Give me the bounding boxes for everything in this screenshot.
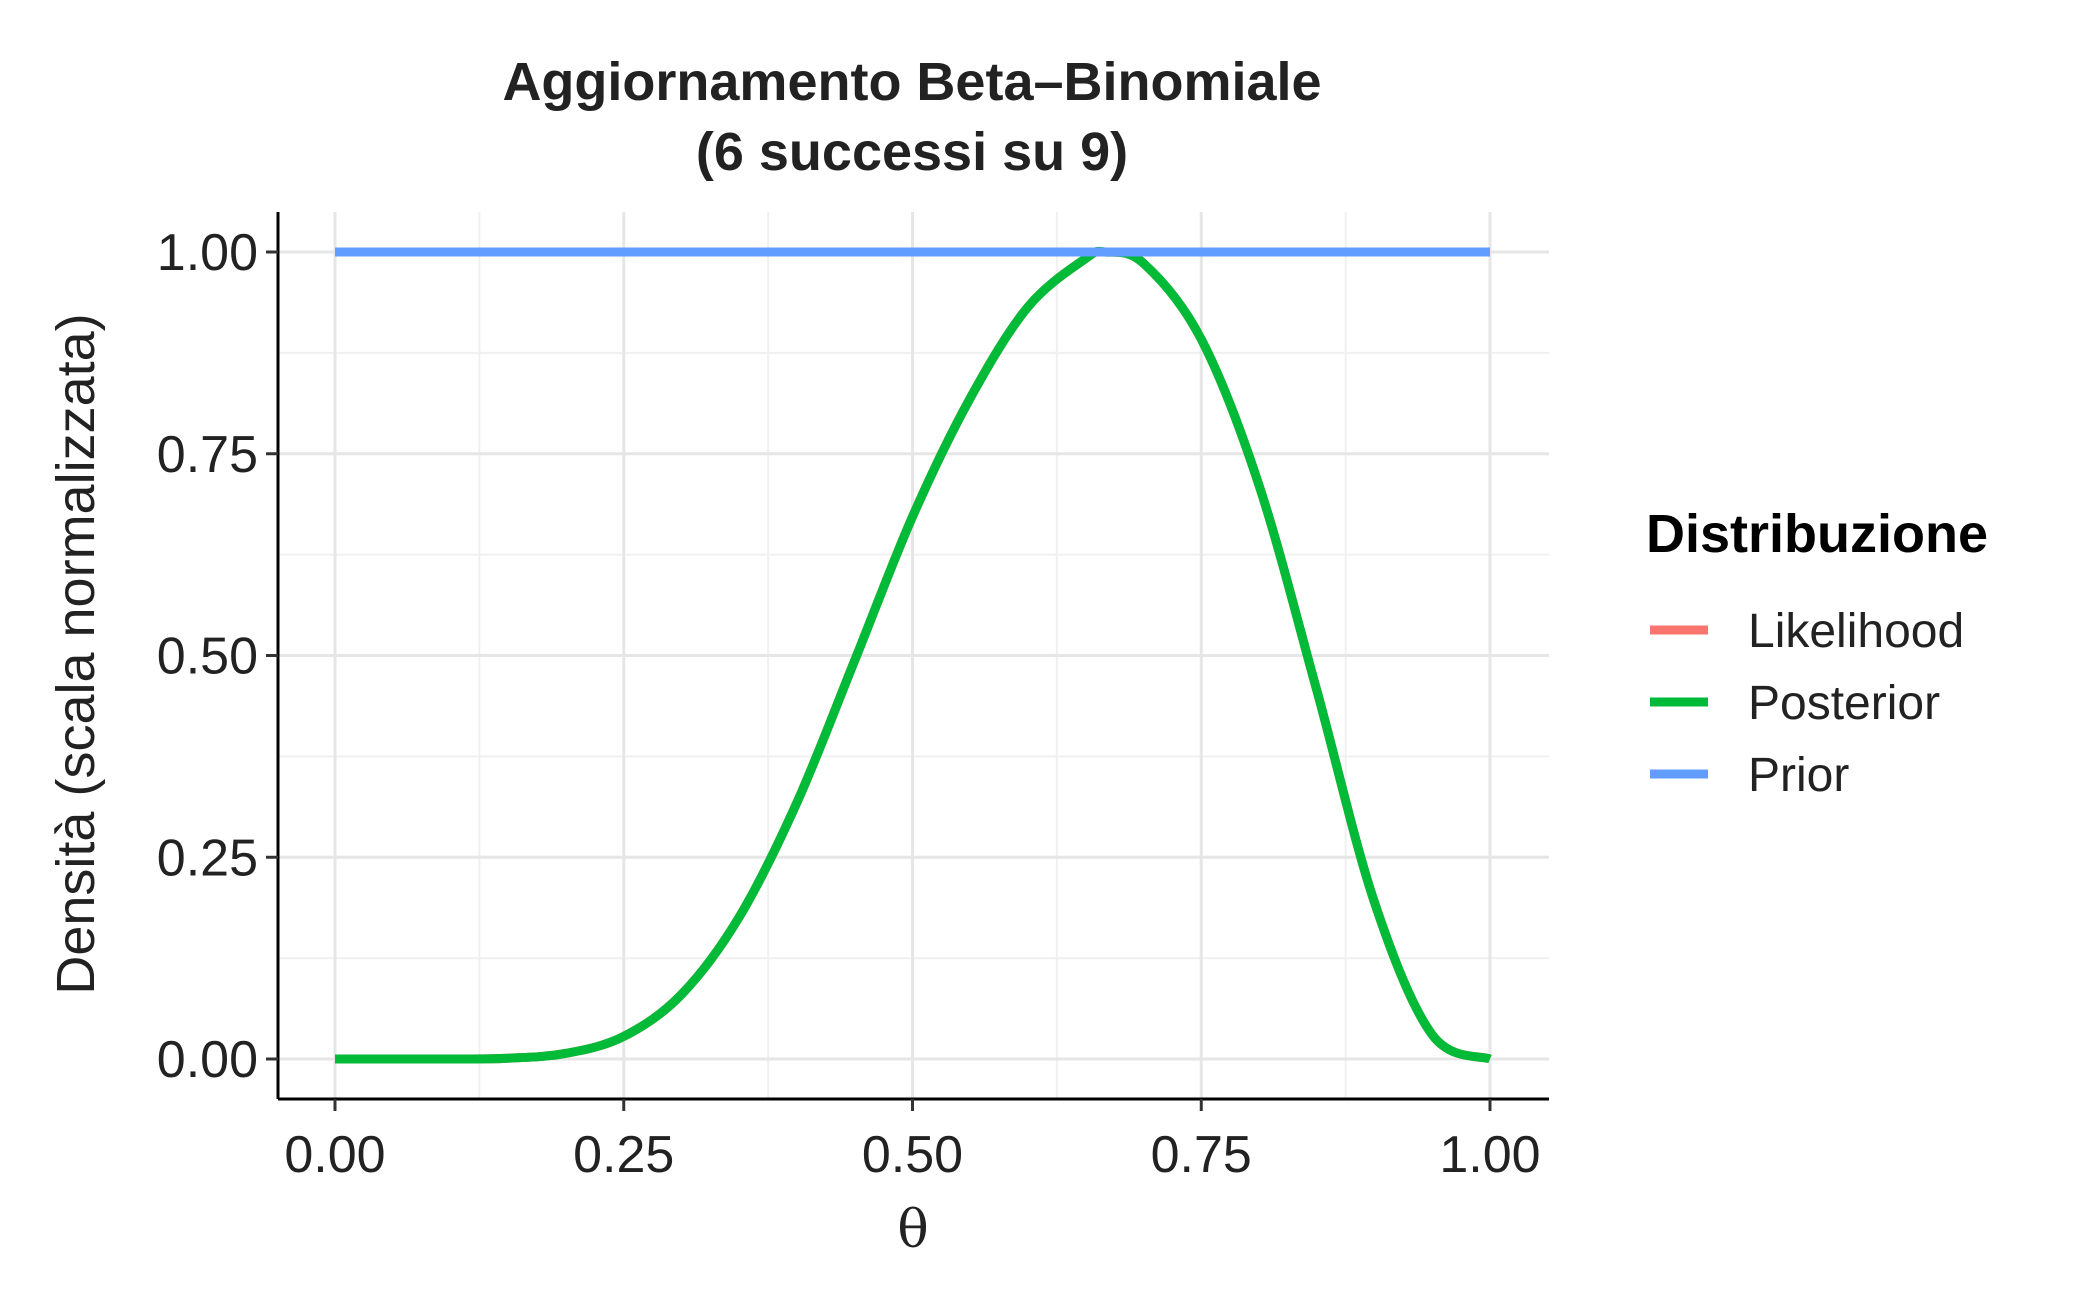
y-tick-label: 0.75 xyxy=(157,426,258,484)
x-tick-label: 1.00 xyxy=(1439,1126,1540,1184)
x-axis-label: θ xyxy=(897,1200,928,1260)
y-tick-label: 1.00 xyxy=(157,224,258,282)
legend: Distribuzione Likelihood Posterior Prior xyxy=(1646,504,1988,802)
x-ticks: 0.00 0.25 0.50 0.75 1.00 xyxy=(284,1099,1541,1184)
chart-title: Aggiornamento Beta–Binomiale xyxy=(502,52,1321,112)
y-tick-label: 0.25 xyxy=(157,829,258,887)
legend-items: Likelihood Posterior Prior xyxy=(1650,605,1964,802)
legend-label-likelihood: Likelihood xyxy=(1748,605,1964,658)
legend-title: Distribuzione xyxy=(1646,504,1988,564)
legend-label-prior: Prior xyxy=(1748,749,1849,802)
x-tick-label: 0.25 xyxy=(573,1126,674,1184)
series-layer xyxy=(335,246,1492,1064)
y-axis-label: Densità (scala normalizzata) xyxy=(46,313,106,994)
series-line-posterior xyxy=(335,246,1492,1064)
chart-subtitle: (6 successi su 9) xyxy=(696,122,1128,182)
x-tick-label: 0.50 xyxy=(862,1126,963,1184)
grid-lines xyxy=(278,212,1549,1099)
x-tick-label: 0.00 xyxy=(284,1126,385,1184)
legend-label-posterior: Posterior xyxy=(1748,677,1940,730)
x-tick-label: 0.75 xyxy=(1151,1126,1252,1184)
y-tick-label: 0.50 xyxy=(157,628,258,686)
y-tick-label: 0.00 xyxy=(157,1031,258,1089)
y-ticks: 0.00 0.25 0.50 0.75 1.00 xyxy=(157,224,278,1089)
